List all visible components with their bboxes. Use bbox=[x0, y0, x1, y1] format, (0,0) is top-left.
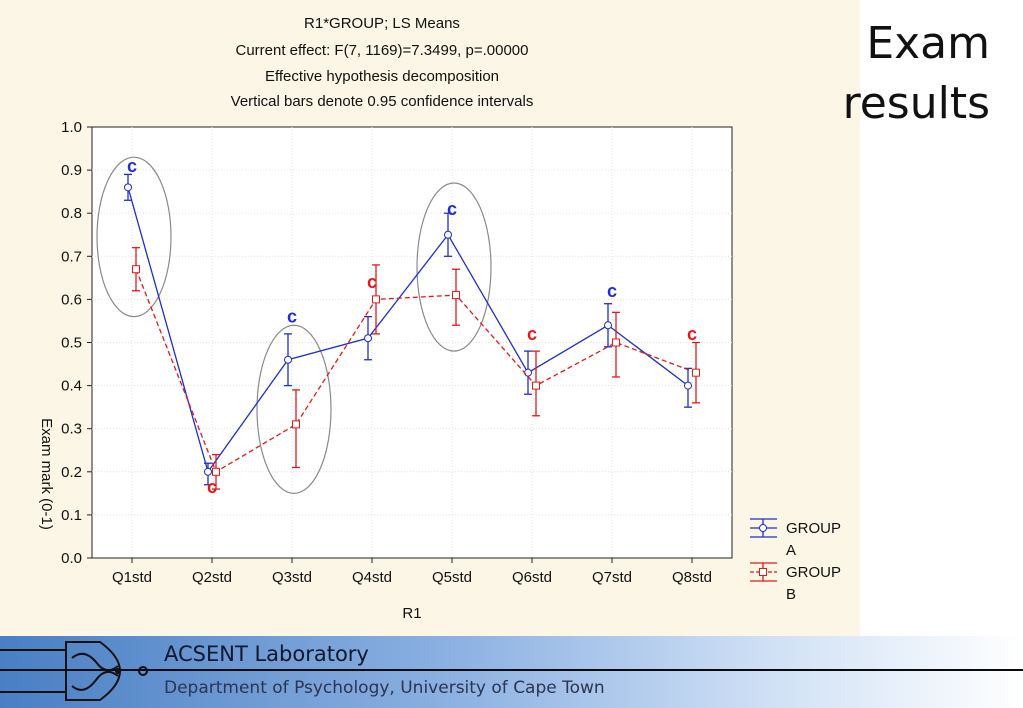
y-tick-label: 0.3 bbox=[61, 421, 82, 438]
legend-marker bbox=[759, 524, 767, 532]
significance-marker: c bbox=[447, 199, 457, 219]
legend-label-line-2: B bbox=[786, 586, 796, 603]
data-point bbox=[124, 183, 132, 192]
x-tick-label: Q3std bbox=[272, 569, 312, 586]
y-axis-label: Exam mark (0-1) bbox=[38, 418, 55, 530]
legend-label-line-1: GROUP bbox=[786, 520, 841, 537]
lab-name: ACSENT Laboratory bbox=[164, 642, 369, 666]
y-tick-label: 0.6 bbox=[61, 291, 82, 308]
y-tick-label: 0.0 bbox=[61, 550, 82, 567]
y-tick-label: 0.4 bbox=[61, 378, 82, 395]
data-point bbox=[524, 368, 532, 377]
data-point bbox=[452, 291, 460, 300]
legend-label-line-1: GROUP bbox=[786, 564, 841, 581]
significance-marker: c bbox=[207, 477, 217, 497]
data-point bbox=[444, 230, 452, 239]
footer-banner: ACSENT Laboratory Department of Psycholo… bbox=[0, 636, 1023, 708]
series-line bbox=[127, 187, 689, 474]
legend-item: GROUP A bbox=[750, 518, 841, 559]
significance-marker: c bbox=[367, 272, 377, 292]
chart-title-line-3: Effective hypothesis decomposition bbox=[265, 68, 499, 85]
line-chart: R1*GROUP; LS Means Current effect: F(7, … bbox=[38, 15, 841, 622]
series-group-b bbox=[132, 247, 700, 490]
data-point bbox=[132, 265, 140, 274]
series-line bbox=[135, 268, 697, 473]
data-point bbox=[212, 467, 220, 476]
chart-title: R1*GROUP; LS Means Current effect: F(7, … bbox=[231, 15, 534, 110]
data-point bbox=[372, 295, 380, 304]
significance-marker: c bbox=[527, 324, 537, 344]
x-tick-label: Q7std bbox=[592, 569, 632, 586]
x-axis-ticks: Q1std Q2std Q3std Q4std Q5std Q6std Q7std Q8std bbox=[112, 558, 712, 586]
significance-marker: c bbox=[687, 324, 697, 344]
significance-marker: c bbox=[127, 156, 137, 176]
x-axis-label: R1 bbox=[402, 605, 421, 622]
legend-label-line-2: A bbox=[786, 542, 796, 559]
footer-divider bbox=[0, 669, 1023, 671]
data-point bbox=[204, 467, 212, 476]
data-point bbox=[612, 338, 620, 347]
data-point bbox=[692, 368, 700, 377]
x-tick-label: Q4std bbox=[352, 569, 392, 586]
x-tick-label: Q1std bbox=[112, 569, 152, 586]
series-layer bbox=[124, 173, 700, 490]
y-axis-ticks: 0.0 0.1 0.2 0.3 0.4 0.5 0.6 0.7 0.8 0.9 1.0 bbox=[61, 119, 92, 567]
significance-annotations: c c c c c c c c bbox=[127, 156, 697, 497]
data-point bbox=[532, 381, 540, 390]
highlight-ellipse bbox=[256, 324, 332, 494]
highlight-ellipse bbox=[416, 182, 492, 352]
x-tick-label: Q6std bbox=[512, 569, 552, 586]
chart-title-line-4: Vertical bars denote 0.95 confidence int… bbox=[231, 93, 534, 110]
data-point bbox=[292, 420, 300, 429]
data-point bbox=[284, 355, 292, 364]
x-tick-label: Q2std bbox=[192, 569, 232, 586]
acsent-logo-icon bbox=[0, 641, 148, 701]
highlight-ellipses bbox=[96, 156, 492, 494]
department-name: Department of Psychology, University of … bbox=[164, 678, 605, 698]
series-group-a bbox=[124, 173, 692, 486]
y-tick-label: 0.9 bbox=[61, 162, 82, 179]
plot-area bbox=[91, 126, 733, 559]
legend: GROUP A GROUP B bbox=[750, 518, 841, 603]
y-tick-label: 1.0 bbox=[61, 119, 82, 136]
slide-title-line-1: Exam bbox=[866, 18, 990, 69]
y-tick-label: 0.7 bbox=[61, 248, 82, 265]
slide-title-line-2: results bbox=[842, 78, 990, 129]
data-point bbox=[604, 321, 612, 330]
slide-title: Exam results bbox=[820, 14, 990, 134]
chart-title-line-1: R1*GROUP; LS Means bbox=[304, 15, 460, 32]
significance-marker: c bbox=[607, 281, 617, 301]
highlight-ellipse bbox=[96, 156, 172, 318]
x-tick-label: Q5std bbox=[432, 569, 472, 586]
chart-title-line-2: Current effect: F(7, 1169)=7.3499, p=.00… bbox=[236, 42, 529, 59]
data-point bbox=[364, 334, 372, 343]
y-tick-label: 0.5 bbox=[61, 335, 82, 352]
legend-item: GROUP B bbox=[750, 562, 841, 603]
significance-marker: c bbox=[287, 307, 297, 327]
data-point bbox=[684, 381, 692, 390]
y-tick-label: 0.1 bbox=[61, 507, 82, 524]
y-tick-label: 0.8 bbox=[61, 205, 82, 222]
x-tick-label: Q8std bbox=[672, 569, 712, 586]
y-tick-label: 0.2 bbox=[61, 464, 82, 481]
legend-marker bbox=[759, 568, 767, 576]
